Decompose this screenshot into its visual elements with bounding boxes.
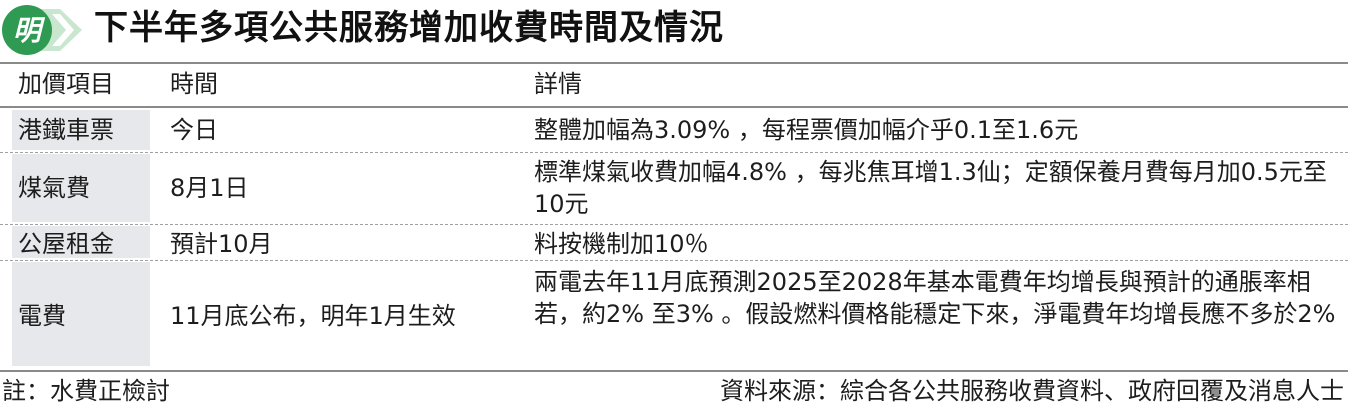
footnote: 註：水費正檢討	[2, 377, 170, 405]
row-detail: 整體加幅為3.09% ，每程票價加幅介乎0.1至1.6元	[534, 116, 1079, 144]
header-detail: 詳情	[534, 70, 582, 98]
row-divider	[0, 260, 1348, 261]
item-shade	[12, 226, 150, 258]
row-time: 11月底公布，明年1月生效	[170, 302, 456, 330]
svg-text:明: 明	[13, 14, 46, 47]
ming-pao-logo: 明	[2, 5, 82, 55]
footer: 註：水費正檢討 資料來源：綜合各公共服務收費資料、政府回覆及消息人士	[0, 374, 1348, 408]
row-item: 公屋租金	[18, 230, 114, 258]
row-time: 今日	[170, 116, 218, 144]
row-detail: 兩電去年11月底預測2025至2028年基本電費年均增長與預計的通脹率相若，約2…	[534, 268, 1336, 328]
row-time: 預計10月	[170, 230, 273, 258]
item-shade	[12, 262, 150, 366]
row-divider	[0, 152, 1348, 153]
row-detail: 標準煤氣收費加幅4.8% ，每兆焦耳增1.3仙；定額保養月費每月加0.5元至10…	[534, 158, 1327, 218]
header-item: 加價項目	[18, 70, 114, 98]
item-shade	[12, 154, 150, 222]
fee-table: 加價項目 時間 詳情 港鐵車票 今日 整體加幅為3.09% ，每程票價加幅介乎0…	[0, 62, 1348, 372]
row-item: 電費	[18, 302, 66, 330]
row-item: 煤氣費	[18, 174, 90, 202]
item-shade	[12, 110, 150, 150]
row-time: 8月1日	[170, 174, 249, 202]
header-rule	[0, 106, 1348, 108]
table-top-rule	[0, 62, 1348, 64]
table-bottom-rule	[0, 370, 1348, 372]
row-item: 港鐵車票	[18, 116, 114, 144]
header: 明 下半年多項公共服務增加收費時間及情況	[0, 0, 1348, 64]
row-detail: 料按機制加10％	[534, 230, 709, 258]
row-divider	[0, 224, 1348, 225]
source-credit: 資料來源：綜合各公共服務收費資料、政府回覆及消息人士	[720, 377, 1344, 405]
header-time: 時間	[170, 70, 218, 98]
page-title: 下半年多項公共服務增加收費時間及情況	[94, 8, 724, 48]
